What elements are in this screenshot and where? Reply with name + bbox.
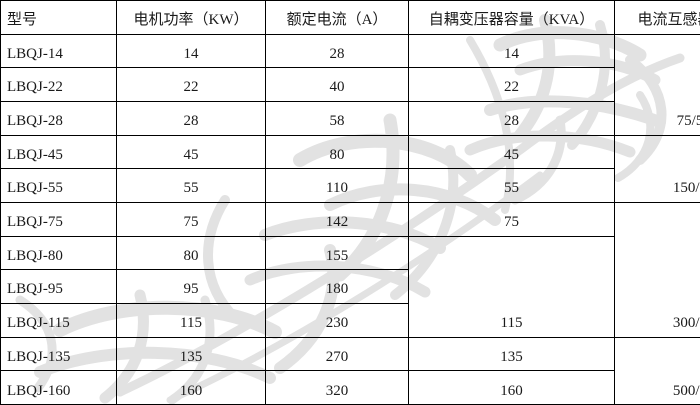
cell-model: LBQJ-95 bbox=[0, 269, 117, 304]
cell-current: 155 bbox=[265, 235, 409, 271]
column-header-capacity: 自耦变压器容量（KVA） bbox=[408, 0, 615, 35]
table-row: LBQJ-135 135 270 135 500/5 bbox=[0, 336, 700, 405]
table-row: LBQJ-80 80 155 115 bbox=[0, 235, 700, 338]
table-row: LBQJ-45 45 80 45 150/5 bbox=[0, 134, 700, 203]
cell-capacity: 45 bbox=[408, 134, 615, 170]
cell-current: 320 bbox=[265, 370, 409, 405]
cell-model: LBQJ-45 bbox=[0, 134, 117, 170]
cell-capacity: 135 bbox=[408, 336, 615, 372]
cell-capacity: 22 bbox=[408, 67, 615, 102]
cell-capacity: 55 bbox=[408, 168, 615, 203]
table-row: LBQJ-55 55 110 55 bbox=[0, 168, 700, 203]
table-row: LBQJ-28 28 58 28 bbox=[0, 100, 700, 136]
cell-current: 180 bbox=[265, 269, 409, 304]
column-header-ratio: 电流互感器比值 bbox=[614, 0, 700, 35]
cell-ratio: 150/5 bbox=[614, 134, 700, 203]
column-header-model: 型号 bbox=[0, 0, 117, 35]
table-row: LBQJ-75 75 142 75 300/5 bbox=[0, 201, 700, 338]
table-row: LBQJ-160 160 320 160 bbox=[0, 370, 700, 405]
cell-current: 230 bbox=[265, 302, 409, 338]
table-row: LBQJ-22 22 40 22 bbox=[0, 67, 700, 102]
cell-model: LBQJ-75 bbox=[0, 201, 117, 237]
cell-power: 14 bbox=[116, 33, 266, 69]
cell-current: 270 bbox=[265, 336, 409, 372]
cell-power: 28 bbox=[116, 100, 266, 136]
cell-model: LBQJ-28 bbox=[0, 100, 117, 136]
cell-power: 135 bbox=[116, 336, 266, 372]
cell-power: 95 bbox=[116, 269, 266, 304]
cell-model: LBQJ-115 bbox=[0, 302, 117, 338]
table-row: LBQJ-14 14 28 14 75/5 bbox=[0, 33, 700, 136]
cell-power: 75 bbox=[116, 201, 266, 237]
cell-current: 80 bbox=[265, 134, 409, 170]
cell-power: 80 bbox=[116, 235, 266, 271]
cell-ratio: 300/5 bbox=[614, 201, 700, 338]
cell-ratio: 75/5 bbox=[614, 33, 700, 136]
cell-model: LBQJ-55 bbox=[0, 168, 117, 203]
cell-capacity: 14 bbox=[408, 33, 615, 69]
column-header-current: 额定电流（A） bbox=[265, 0, 409, 35]
cell-power: 115 bbox=[116, 302, 266, 338]
cell-model: LBQJ-14 bbox=[0, 33, 117, 69]
cell-model: LBQJ-22 bbox=[0, 67, 117, 102]
cell-power: 160 bbox=[116, 370, 266, 405]
cell-power: 45 bbox=[116, 134, 266, 170]
cell-current: 58 bbox=[265, 100, 409, 136]
cell-current: 28 bbox=[265, 33, 409, 69]
cell-ratio: 500/5 bbox=[614, 336, 700, 405]
cell-model: LBQJ-135 bbox=[0, 336, 117, 372]
cell-power: 22 bbox=[116, 67, 266, 102]
cell-current: 142 bbox=[265, 201, 409, 237]
cell-power: 55 bbox=[116, 168, 266, 203]
column-header-power: 电机功率（KW） bbox=[116, 0, 266, 35]
cell-capacity: 160 bbox=[408, 370, 615, 405]
cell-current: 40 bbox=[265, 67, 409, 102]
cell-current: 110 bbox=[265, 168, 409, 203]
cell-capacity: 28 bbox=[408, 100, 615, 136]
cell-capacity: 115 bbox=[408, 235, 615, 338]
cell-capacity: 75 bbox=[408, 201, 615, 237]
cell-model: LBQJ-80 bbox=[0, 235, 117, 271]
table-header-row: 型号 电机功率（KW） 额定电流（A） 自耦变压器容量（KVA） 电流互感器比值 bbox=[0, 0, 700, 35]
cell-model: LBQJ-160 bbox=[0, 370, 117, 405]
